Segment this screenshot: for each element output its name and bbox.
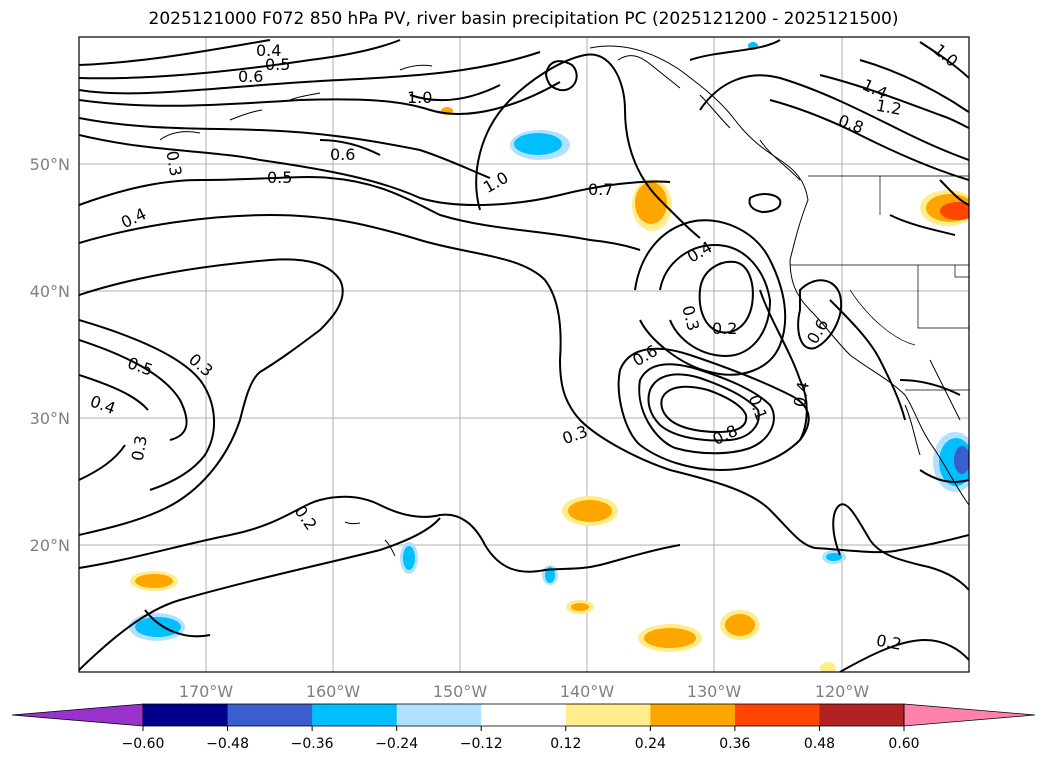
contour-label: 1.0: [407, 88, 432, 107]
contour-label: 0.7: [588, 180, 613, 199]
map-background: [79, 37, 969, 672]
map-title: 2025121000 F072 850 hPa PV, river basin …: [148, 9, 899, 29]
lon-label: 130°W: [687, 682, 742, 701]
colorbar-segment: [312, 704, 398, 726]
lon-label: 150°W: [433, 682, 488, 701]
colorbar-segment: [143, 704, 229, 726]
colorbar-tick-label: 0.48: [804, 736, 835, 752]
colorbar-tick-label: −0.12: [460, 736, 503, 752]
lat-labels: 20°N 30°N 40°N 50°N: [30, 155, 70, 555]
colorbar-tick-label: −0.36: [291, 736, 334, 752]
precip-negative-patch: [826, 553, 842, 561]
colorbar-segment: [481, 704, 567, 726]
precip-negative-patch: [545, 567, 555, 583]
contour-label: 0.3: [162, 149, 185, 177]
colorbar-segment: [227, 704, 313, 726]
borders: [790, 175, 969, 391]
contour-label: 0.6: [330, 145, 355, 164]
map-frame: [78, 36, 970, 673]
contour-label: 0.2: [875, 631, 903, 654]
contour-label: 0.6: [238, 67, 263, 86]
pv-contours: [79, 39, 969, 672]
precip-positive-patch: [725, 614, 755, 636]
contour-label: 0.4: [256, 41, 281, 60]
colorbar-border: [142, 703, 905, 727]
lat-label: 50°N: [30, 155, 70, 174]
lon-label: 140°W: [560, 682, 615, 701]
colorbar-tick-label: 0.36: [719, 736, 750, 752]
colorbar: −0.60 −0.48 −0.36 −0.24 −0.12 0.12 0.24 0.36 0.4…: [11, 703, 1036, 752]
precip-negative-patch: [135, 617, 181, 637]
precip-negative-patch: [514, 133, 562, 155]
coastlines: [159, 45, 969, 557]
lon-label: 170°W: [179, 682, 234, 701]
precip-positive-patch: [940, 202, 969, 220]
precip-positive-patch: [571, 603, 589, 611]
contour-label: 0.2: [712, 319, 737, 338]
contour-label: 0.4: [790, 380, 813, 408]
lat-label: 40°N: [30, 282, 70, 301]
precip-negative-patch: [403, 546, 415, 570]
precip-positive-patch: [135, 574, 173, 588]
colorbar-segment: [734, 704, 820, 726]
colorbar-tick-label: −0.48: [206, 736, 249, 752]
lat-label: 30°N: [30, 409, 70, 428]
colorbar-segment: [819, 704, 905, 726]
colorbar-tick-label: −0.60: [122, 736, 165, 752]
contour-label: 0.3: [128, 434, 151, 462]
precip-patches: [129, 42, 969, 672]
precip-positive-patch: [568, 500, 612, 522]
colorbar-segment: [565, 704, 651, 726]
lon-label: 160°W: [306, 682, 361, 701]
lon-labels: 170°W 160°W 150°W 140°W 130°W 120°W: [179, 682, 870, 701]
lat-label: 20°N: [30, 536, 70, 555]
colorbar-tick-label: −0.24: [375, 736, 418, 752]
colorbar-segment: [650, 704, 736, 726]
precip-negative-patch: [954, 446, 969, 474]
colorbar-segment: [396, 704, 482, 726]
colorbar-extend-low: [11, 703, 144, 727]
contour-label: 1.2: [875, 96, 903, 119]
colorbar-tick-label: 0.24: [635, 736, 666, 752]
colorbar-extend-high: [903, 703, 1036, 727]
colorbar-tick-label: 0.12: [550, 736, 581, 752]
contour-label: 0.5: [267, 168, 292, 187]
precip-positive-patch: [820, 662, 836, 672]
lon-label: 120°W: [815, 682, 870, 701]
precip-positive-patch: [635, 182, 667, 224]
colorbar-tick-label: 0.60: [888, 736, 919, 752]
contour-label: 0.5: [265, 55, 290, 74]
precip-positive-patch: [644, 628, 696, 648]
